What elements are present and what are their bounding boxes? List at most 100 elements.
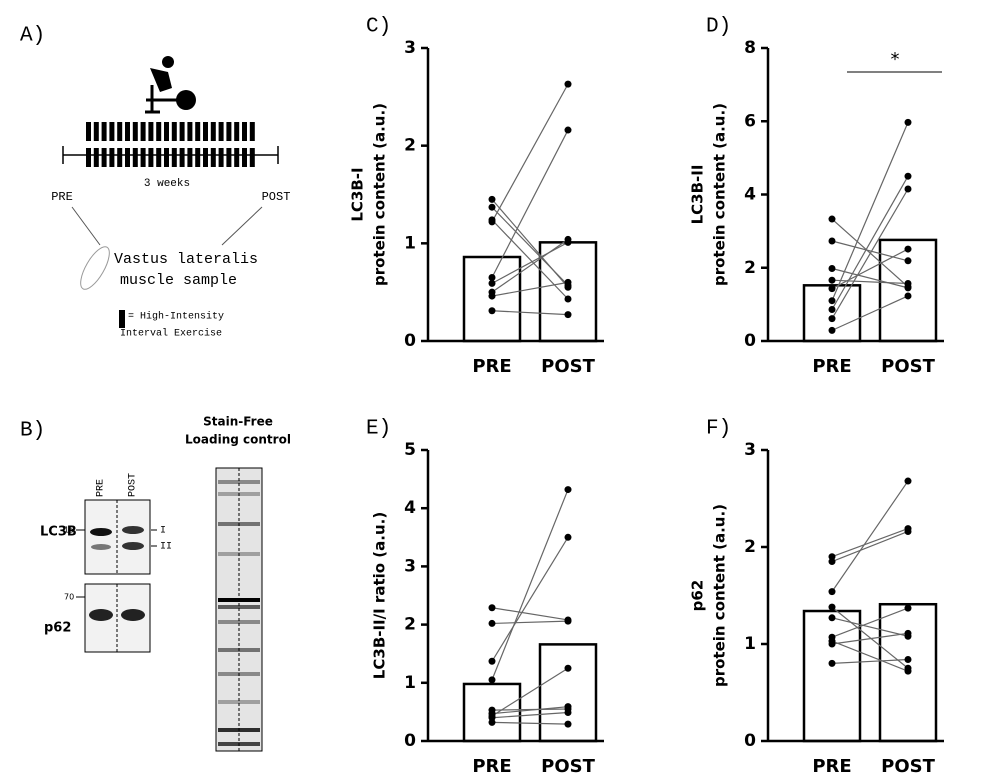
subject-point	[904, 279, 912, 287]
subject-point	[488, 676, 496, 684]
y-tick-label: 4	[744, 185, 756, 205]
subject-line	[491, 489, 569, 681]
band	[122, 526, 144, 534]
session-bar	[242, 122, 247, 141]
subject-point	[904, 292, 912, 300]
session-bar	[187, 148, 193, 167]
bar	[538, 241, 598, 343]
subject-point	[904, 527, 912, 535]
x-tick-label: PRE	[472, 756, 511, 777]
subject-line	[831, 240, 909, 262]
y-tick-label: 2	[744, 537, 756, 557]
subject-line	[831, 188, 909, 319]
y-tick-label: 3	[744, 440, 756, 460]
subject-point	[564, 311, 572, 319]
subject-point	[564, 295, 572, 303]
subject-line	[491, 238, 569, 293]
subject-point	[564, 708, 572, 716]
session-bar	[226, 148, 232, 167]
y-tick-label: 2	[744, 258, 756, 278]
subject-point	[488, 292, 496, 300]
subject-point	[828, 276, 836, 284]
significance-mark: *	[891, 49, 900, 70]
y-tick-label: 1	[404, 233, 416, 253]
panel-label: B)	[20, 420, 45, 443]
subject-point	[488, 195, 496, 203]
subject-point	[904, 172, 912, 180]
legend-text: = High-Intensity	[128, 311, 224, 323]
session-bar	[86, 122, 91, 141]
subject-point	[564, 80, 572, 88]
subject-point	[904, 245, 912, 253]
subject-point	[828, 315, 836, 323]
subject-line	[831, 658, 909, 664]
subject-point	[564, 278, 572, 286]
duration: 3 weeks	[144, 178, 190, 190]
subject-point	[564, 617, 572, 625]
panel-label: E)	[366, 418, 391, 441]
subject-line	[831, 632, 909, 645]
session-bar	[156, 148, 162, 167]
session-bar	[203, 148, 208, 167]
session-bar	[249, 148, 255, 167]
y-axis-label: LC3B-II/I ratio (a.u.)	[371, 512, 389, 679]
gel-band	[218, 605, 260, 609]
subject-line	[831, 606, 909, 669]
subject-point	[828, 558, 836, 566]
y-axis-label: LC3B-II	[689, 165, 707, 225]
subject-point	[904, 604, 912, 612]
y-tick-label: 4	[404, 498, 416, 518]
subject-point	[904, 667, 912, 675]
marker-label: 15	[64, 526, 74, 535]
x-tick-label: POST	[881, 356, 935, 377]
gel-band	[218, 620, 260, 624]
cyclist-icon	[145, 56, 196, 114]
lane-label: PRE	[96, 479, 107, 497]
subject-line	[831, 122, 909, 301]
session-bar	[117, 122, 123, 141]
subject-line	[831, 279, 909, 285]
session-bar	[148, 148, 154, 167]
subject-point	[828, 297, 836, 305]
bar	[538, 643, 598, 743]
session-bar	[125, 148, 130, 167]
subject-line	[491, 667, 569, 717]
y-axis-label: protein content (a.u.)	[371, 103, 389, 286]
session-bar	[132, 122, 138, 141]
subject-point	[904, 629, 912, 637]
x-tick-label: POST	[541, 356, 595, 377]
subject-line	[831, 617, 909, 637]
y-tick-label: 0	[404, 731, 416, 751]
session-bar	[86, 148, 91, 167]
connector	[221, 206, 263, 246]
session-bar	[218, 122, 224, 141]
session-bar	[226, 122, 232, 141]
post-label: POST	[262, 190, 291, 204]
gel-band	[218, 700, 260, 704]
subject-line	[491, 620, 569, 625]
band	[122, 542, 144, 550]
legend-text: Interval Exercise	[120, 328, 222, 340]
subject-point	[564, 533, 572, 541]
subject-line	[831, 640, 909, 672]
subject-line	[491, 706, 569, 715]
y-tick-label: 1	[404, 673, 416, 693]
panel-label: C)	[366, 16, 391, 39]
pre-label: PRE	[51, 190, 73, 204]
blot-label: LC3B	[40, 525, 77, 540]
session-bar	[195, 148, 201, 167]
loading-title: Stain-Free	[203, 415, 273, 429]
subject-point	[828, 659, 836, 667]
band-label: I	[160, 526, 166, 537]
y-tick-label: 3	[404, 38, 416, 58]
subject-point	[488, 657, 496, 665]
blot-label: p62	[44, 621, 71, 636]
subject-point	[488, 307, 496, 315]
y-tick-label: 3	[404, 556, 416, 576]
session-bar	[179, 148, 185, 167]
band	[91, 544, 111, 550]
session-bar	[171, 122, 177, 141]
session-bar	[187, 122, 193, 141]
session-bar	[93, 122, 99, 141]
subject-point	[828, 215, 836, 223]
